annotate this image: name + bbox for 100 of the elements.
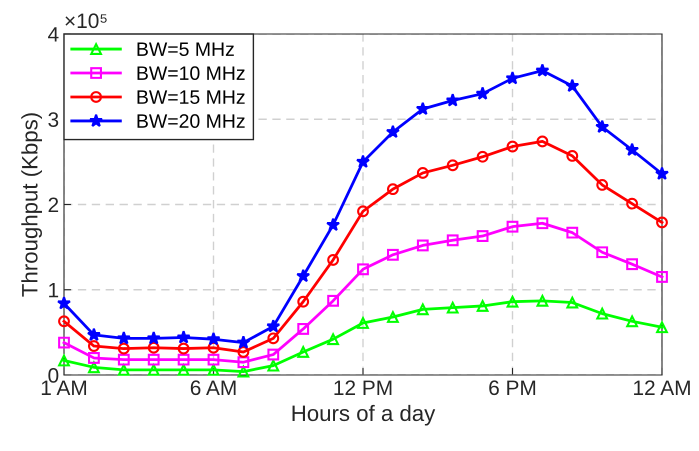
point bbox=[506, 71, 520, 84]
point bbox=[327, 294, 340, 307]
y-tick-label: 0 bbox=[48, 368, 58, 383]
point bbox=[118, 342, 130, 354]
point bbox=[266, 319, 280, 333]
point bbox=[386, 124, 400, 138]
point bbox=[625, 142, 640, 156]
legend-label: BW=5 MHz bbox=[138, 42, 234, 56]
point bbox=[416, 303, 429, 316]
point bbox=[566, 226, 578, 239]
point bbox=[446, 93, 460, 107]
point bbox=[655, 166, 669, 180]
point bbox=[208, 342, 220, 354]
point bbox=[656, 216, 668, 228]
point bbox=[506, 220, 518, 233]
point bbox=[565, 78, 580, 92]
point bbox=[176, 330, 191, 344]
point bbox=[416, 102, 430, 116]
point bbox=[357, 317, 369, 329]
legend-label: BW=20 MHz bbox=[138, 114, 245, 128]
point bbox=[327, 333, 340, 346]
point bbox=[386, 311, 399, 323]
point bbox=[148, 342, 160, 354]
point bbox=[566, 296, 578, 308]
point bbox=[596, 178, 608, 191]
point bbox=[86, 328, 101, 342]
point bbox=[148, 354, 160, 366]
point bbox=[327, 254, 340, 266]
y-tick-label: 2 bbox=[48, 198, 58, 212]
point bbox=[446, 159, 459, 172]
point bbox=[476, 86, 490, 100]
point bbox=[58, 354, 70, 366]
x-tick-label: 12 PM bbox=[334, 380, 392, 395]
point bbox=[267, 332, 280, 344]
point bbox=[236, 335, 250, 349]
point bbox=[626, 315, 638, 328]
point bbox=[118, 364, 130, 376]
point bbox=[297, 296, 310, 308]
point bbox=[656, 271, 668, 283]
point bbox=[178, 342, 190, 354]
point bbox=[626, 258, 638, 270]
point bbox=[118, 354, 130, 366]
point bbox=[208, 354, 220, 366]
point bbox=[536, 217, 548, 230]
point bbox=[596, 246, 608, 258]
x-tick-label: 12 AM bbox=[634, 380, 690, 395]
point bbox=[88, 352, 100, 364]
point bbox=[506, 140, 518, 152]
x-tick-label: 6 PM bbox=[489, 380, 536, 396]
point bbox=[416, 240, 429, 252]
y-tick-label: 4 bbox=[48, 27, 59, 42]
point bbox=[626, 198, 638, 210]
text: ×10⁵ bbox=[65, 13, 107, 28]
point bbox=[596, 308, 608, 320]
point bbox=[386, 248, 399, 261]
point bbox=[297, 346, 310, 358]
point bbox=[237, 356, 250, 368]
point bbox=[506, 296, 518, 308]
legend-label: BW=15 MHz bbox=[138, 90, 245, 104]
point bbox=[416, 167, 429, 179]
y-tick-label: 3 bbox=[48, 112, 58, 128]
point bbox=[267, 348, 280, 360]
y-tick-label: 1 bbox=[49, 282, 58, 298]
point bbox=[536, 136, 548, 148]
point bbox=[58, 315, 70, 328]
point bbox=[148, 364, 160, 376]
point bbox=[237, 346, 250, 358]
point bbox=[297, 323, 310, 335]
point bbox=[476, 150, 489, 163]
point bbox=[446, 302, 459, 314]
point bbox=[566, 150, 578, 162]
point bbox=[356, 154, 370, 168]
point bbox=[178, 354, 190, 366]
point bbox=[58, 336, 70, 349]
y-axis-title: Throughput (Kbps) bbox=[21, 113, 42, 297]
point bbox=[476, 230, 489, 242]
point bbox=[326, 218, 340, 232]
point bbox=[208, 364, 220, 376]
point bbox=[296, 268, 310, 282]
point bbox=[357, 263, 369, 276]
x-axis-title: Hours of a day bbox=[292, 404, 436, 426]
point bbox=[206, 332, 220, 346]
point bbox=[267, 360, 280, 372]
point bbox=[116, 331, 131, 344]
point bbox=[178, 364, 190, 376]
point bbox=[57, 296, 71, 310]
point bbox=[88, 361, 100, 374]
point bbox=[146, 331, 161, 344]
point bbox=[476, 300, 489, 312]
point bbox=[237, 366, 250, 378]
point bbox=[656, 321, 668, 334]
point bbox=[536, 294, 548, 307]
legend-label: BW=10 MHz bbox=[138, 66, 245, 80]
point bbox=[386, 183, 399, 196]
point bbox=[357, 205, 369, 218]
point bbox=[88, 340, 100, 352]
x-tick-label: 6 AM bbox=[190, 380, 236, 396]
point bbox=[595, 120, 610, 134]
point bbox=[535, 63, 550, 77]
point bbox=[446, 234, 459, 246]
